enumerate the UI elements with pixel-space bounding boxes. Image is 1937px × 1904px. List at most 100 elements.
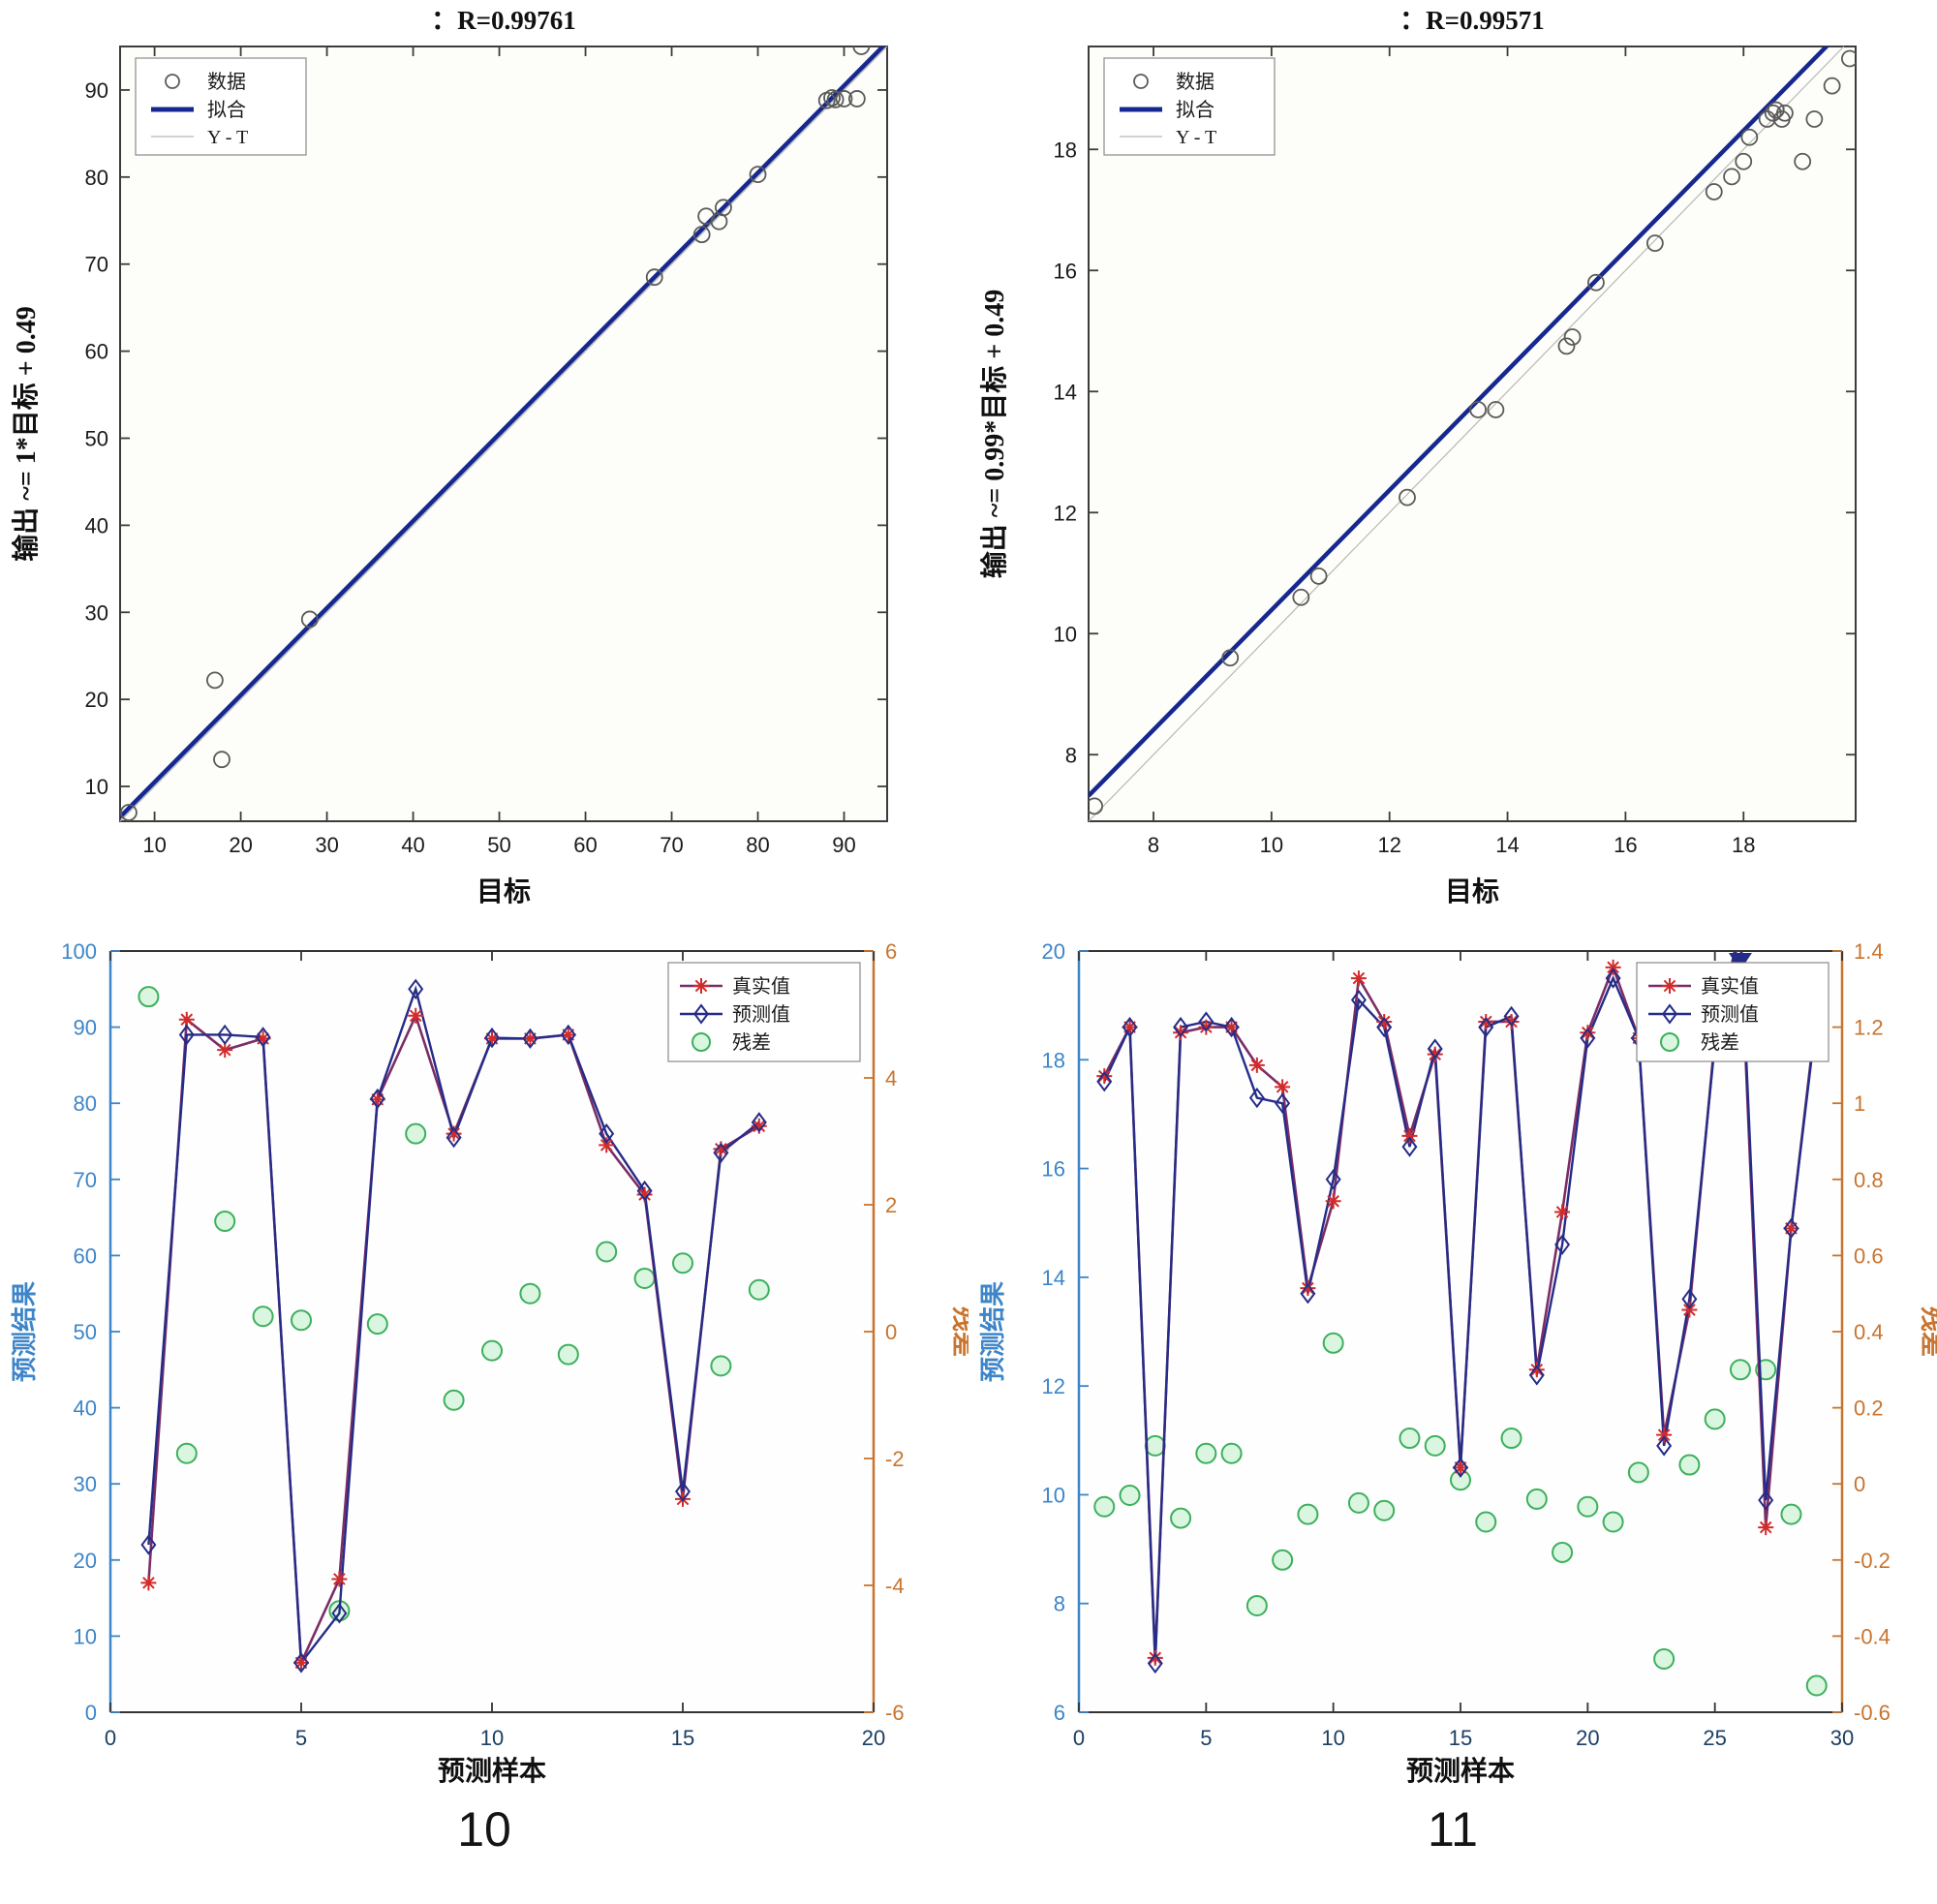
data-point-circle-icon — [213, 751, 231, 769]
y-tick-label: 70 — [85, 253, 108, 277]
residual-circle-icon — [481, 1339, 503, 1362]
residual-circle-icon — [1780, 1503, 1802, 1525]
residual-circle-icon — [1577, 1495, 1599, 1518]
star-marker-icon — [1662, 978, 1677, 994]
y-tick-label: 20 — [85, 688, 108, 712]
diamond-marker-icon — [1376, 1016, 1393, 1038]
right-tick-label: 1.4 — [1854, 939, 1884, 964]
data-point-circle-icon — [1309, 567, 1328, 585]
data-point-circle-icon — [1557, 337, 1576, 355]
star-marker-icon — [140, 1575, 157, 1591]
x-tick-label: 12 — [1377, 833, 1400, 857]
x-tick-label: 0 — [1073, 1726, 1085, 1750]
data-point-circle-icon — [1645, 234, 1664, 253]
residual-points — [138, 986, 770, 1622]
diamond-marker-icon — [1453, 1457, 1468, 1479]
residual-circle-icon — [1627, 1461, 1649, 1484]
diamond-marker-icon — [560, 1024, 576, 1046]
legend-circle-marker-icon — [165, 74, 180, 89]
diamond-marker-icon — [1580, 1028, 1596, 1049]
star-marker-icon — [636, 1186, 653, 1203]
y-tick-label: 8 — [1065, 743, 1077, 767]
x-axis-label: 预测样本 — [1406, 1755, 1515, 1787]
diamond-marker-icon — [1350, 989, 1367, 1011]
right-tick-label: 0.4 — [1854, 1320, 1884, 1344]
x-tick-label: 15 — [671, 1726, 694, 1750]
x-tick-label: 20 — [862, 1726, 885, 1750]
diamond-marker-icon — [1275, 1092, 1291, 1114]
left-tick-label: 16 — [1042, 1157, 1065, 1182]
x-tick-label: 30 — [1830, 1726, 1854, 1750]
diamond-marker-icon — [1734, 920, 1747, 933]
star-marker-icon — [1198, 1019, 1214, 1035]
right-tick-label: 0.2 — [1854, 1397, 1884, 1421]
legend-label-yt: Y - T — [1176, 127, 1216, 148]
x-tick-label: 25 — [1703, 1726, 1726, 1750]
legend-residual-circle-icon — [692, 1032, 711, 1052]
diamond-marker-icon — [693, 1003, 709, 1025]
residual-circle-icon — [1552, 1541, 1574, 1563]
diamond-marker-icon — [1656, 1435, 1673, 1457]
x-tick-label: 10 — [1260, 833, 1283, 857]
star-marker-icon — [369, 1091, 385, 1108]
residual-circle-icon — [557, 1343, 579, 1366]
star-marker-icon — [1453, 1459, 1468, 1476]
x-tick-label: 70 — [660, 833, 683, 857]
star-marker-icon — [331, 1571, 348, 1587]
residual-circle-icon — [138, 986, 160, 1008]
diamond-marker-icon — [408, 978, 424, 999]
data-point-circle-icon — [1399, 488, 1416, 507]
residual-circle-icon — [1322, 1332, 1344, 1354]
residual-circle-icon — [1195, 1442, 1217, 1464]
diamond-marker-icon — [599, 1122, 615, 1145]
data-point-circle-icon — [749, 166, 767, 184]
data-point-circle-icon — [300, 610, 319, 629]
residual-circle-icon — [1704, 1408, 1726, 1430]
y-tick-label: 14 — [1054, 380, 1077, 404]
diamond-marker-icon — [1758, 1489, 1774, 1511]
diamond-marker-icon — [178, 1024, 195, 1046]
x-tick-label: 90 — [832, 833, 855, 857]
right-tick-label: 1 — [1854, 1091, 1865, 1116]
x-tick-label: 10 — [1321, 1726, 1344, 1750]
star-marker-icon — [1173, 1025, 1189, 1041]
x-tick-label: 5 — [295, 1726, 307, 1750]
x-tick-label: 18 — [1732, 833, 1755, 857]
diamond-marker-icon — [255, 1027, 271, 1048]
x-tick-label: 20 — [1576, 1726, 1599, 1750]
residual-circle-icon — [1245, 1594, 1268, 1616]
star-marker-icon — [1580, 1025, 1596, 1041]
residual-circle-icon — [1093, 1495, 1116, 1518]
prediction-left-svg: 0 5 10 15 20 0 10 20 30 40 50 60 70 80 90 100 -6 -4 -2 0 2 4 6… — [10, 939, 968, 1787]
plot-area — [110, 951, 874, 1712]
star-marker-icon — [1503, 1013, 1520, 1029]
residual-circle-icon — [748, 1278, 770, 1301]
left-tick-label: 60 — [74, 1244, 97, 1268]
data-point-circle-icon — [1292, 588, 1310, 606]
diamond-marker-icon — [713, 1142, 729, 1163]
x-tick-label: 80 — [746, 833, 769, 857]
data-point-circle-icon — [205, 671, 224, 690]
residual-circle-icon — [214, 1211, 236, 1233]
data-point-circle-icon — [1723, 168, 1740, 186]
diamond-marker-icon — [1401, 1136, 1418, 1157]
left-tick-label: 100 — [61, 939, 97, 964]
left-tick-label: 20 — [74, 1549, 97, 1573]
star-marker-icon — [1248, 1057, 1265, 1073]
residual-circle-icon — [1373, 1499, 1396, 1521]
data-point-circle-icon — [1794, 152, 1812, 170]
left-tick-label: 50 — [74, 1320, 97, 1344]
x-axis-label: 目标 — [1445, 876, 1499, 907]
regression-test-svg: ：R=0.99571 8 10 12 14 16 18 8 10 12 14 16 18 目标 输出 ~= … — [978, 6, 1857, 907]
data-point-circle-icon — [1735, 152, 1753, 170]
star-marker-icon — [1325, 1193, 1341, 1210]
star-marker-icon — [1733, 927, 1748, 942]
right-axis-label: 残差 — [949, 1306, 968, 1357]
left-axis-label: 预测结果 — [978, 1281, 1007, 1382]
right-tick-label: 0.8 — [1854, 1168, 1884, 1192]
star-marker-icon — [1554, 1204, 1571, 1220]
star-marker-icon — [713, 1141, 729, 1157]
x-tick-label: 50 — [487, 833, 510, 857]
